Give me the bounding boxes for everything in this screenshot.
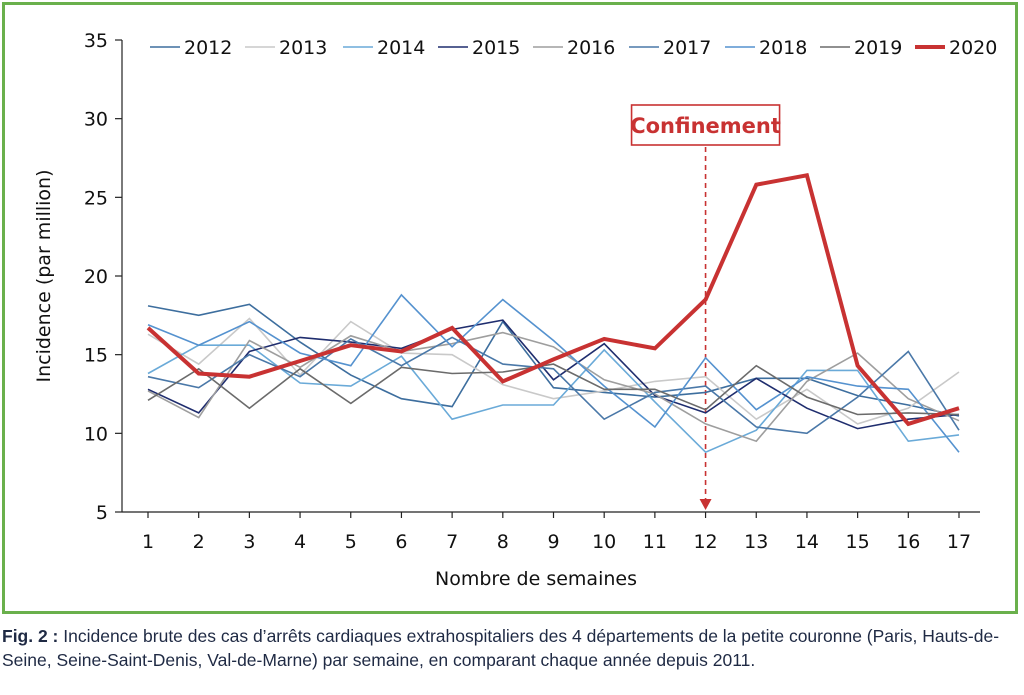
x-tick-label: 12 <box>693 531 717 553</box>
y-tick-label: 5 <box>96 502 108 524</box>
x-tick-label: 10 <box>592 531 616 553</box>
series-line-2013 <box>147 317 960 425</box>
legend-label-2015: 2015 <box>472 37 520 59</box>
legend-label-2018: 2018 <box>759 37 807 59</box>
x-tick-label: 8 <box>497 531 509 553</box>
legend: 2012 2013 2014 2015 2016 2017 2018 2019 2020 <box>150 37 997 59</box>
series-line-2012 <box>147 303 960 417</box>
figure-caption: Fig. 2 : Incidence brute des cas d’arrêt… <box>2 624 1022 672</box>
x-tick-label: 7 <box>446 531 458 553</box>
series-line-2014 <box>147 344 960 454</box>
y-tick-label: 35 <box>84 30 108 52</box>
x-tick-label: 13 <box>744 531 768 553</box>
y-tick-label: 25 <box>84 187 108 209</box>
x-tick-label: 6 <box>395 531 407 553</box>
legend-label-2017: 2017 <box>663 37 711 59</box>
series-line-2017 <box>147 336 960 435</box>
x-tick-label: 1 <box>142 531 154 553</box>
x-axis-label: Nombre de semaines <box>435 568 637 590</box>
y-tick-label: 30 <box>84 109 108 131</box>
x-tick-label: 3 <box>243 531 255 553</box>
confinement-arrowhead <box>699 499 712 510</box>
confinement-label: Confinement <box>630 114 781 138</box>
series-line-2018 <box>147 293 960 453</box>
legend-label-2012: 2012 <box>184 37 232 59</box>
legend-label-2013: 2013 <box>279 37 327 59</box>
legend-label-2020: 2020 <box>949 37 997 59</box>
x-tick-label: 4 <box>294 531 306 553</box>
confinement-label-box <box>630 104 781 146</box>
series-line-2019 <box>147 363 960 416</box>
y-tick-label: 20 <box>84 266 108 288</box>
x-tick-label: 14 <box>795 531 819 553</box>
x-tick-label: 17 <box>947 531 971 553</box>
legend-label-2014: 2014 <box>377 37 425 59</box>
x-tick-label: 11 <box>643 531 667 553</box>
x-tick-label: 5 <box>345 531 357 553</box>
y-axis-label: Incidence (par million) <box>33 169 55 382</box>
series-line-2016 <box>147 331 960 443</box>
y-tick-label: 10 <box>84 423 108 445</box>
series-line-2020 <box>146 172 960 427</box>
caption-text: Incidence brute des cas d’arrêts cardiaq… <box>2 626 1000 670</box>
caption-label: Fig. 2 : <box>2 626 59 646</box>
legend-label-2016: 2016 <box>567 37 615 59</box>
x-tick-label: 15 <box>846 531 870 553</box>
x-tick-label: 2 <box>193 531 205 553</box>
x-tick-label: 16 <box>896 531 920 553</box>
y-tick-label: 15 <box>84 345 108 367</box>
x-tick-label: 9 <box>547 531 559 553</box>
confinement-annotation: Confinement <box>630 104 781 510</box>
series-lines <box>146 172 960 454</box>
legend-label-2019: 2019 <box>854 37 902 59</box>
chart-frame: 5 10 15 20 25 30 35 1 2 3 4 5 6 7 8 9 10 11 12 13 14 15 16 17 C… <box>2 2 1018 614</box>
